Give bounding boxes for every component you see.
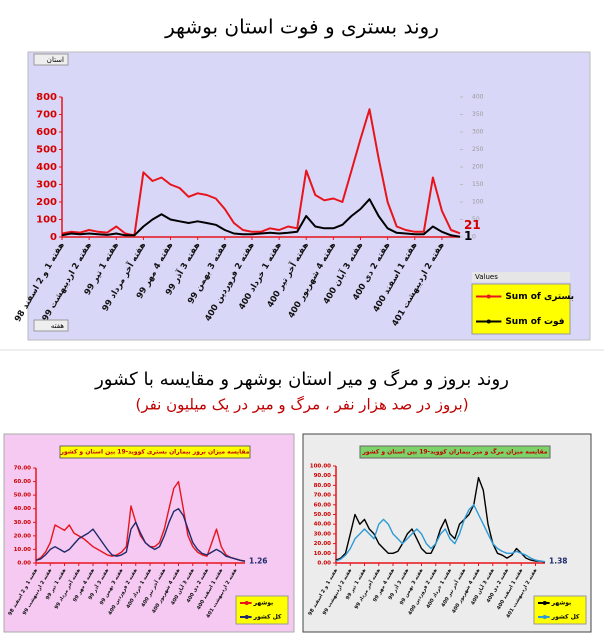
y-tick-label: 30.00 <box>314 531 332 537</box>
y-tick-label: 100 <box>36 215 57 226</box>
y-tick-label: 20.00 <box>14 533 32 539</box>
y-tick-label: 10.00 <box>14 547 32 553</box>
y-tick-label: 30.00 <box>14 520 32 526</box>
series-line <box>61 108 461 237</box>
x-axis-label: هفته <box>51 322 64 330</box>
legend-dot <box>542 615 547 619</box>
y-tick-label: 700 <box>36 110 57 121</box>
y-tick-label: 0.00 <box>317 561 331 567</box>
y-tick-label: 70.00 <box>14 466 32 472</box>
y2-tick-label: 200 <box>472 164 484 171</box>
y2-tick-label: 350 <box>472 111 484 118</box>
legend-dot <box>486 294 491 299</box>
page-title: روند بستری و فوت استان بوشهر <box>164 15 439 39</box>
y-tick-label: 50.00 <box>14 493 32 499</box>
y-tick-label: 80.00 <box>314 483 332 489</box>
legend-label: بوشهر <box>551 600 572 607</box>
chart-title-bg <box>359 445 551 459</box>
x-axis-button <box>33 319 69 332</box>
y2-tick-label: 100 <box>472 199 484 206</box>
y-tick-label: 40.00 <box>314 522 332 528</box>
chart-title: مقایسه میزان بروز بیماران بستری کووید-19… <box>60 449 250 456</box>
legend-dot <box>542 601 547 605</box>
y-tick-label: 50.00 <box>314 512 332 518</box>
y-tick-label: 40.00 <box>14 506 32 512</box>
legend-label: کل کشور <box>551 614 580 621</box>
legend-label: Sum of بستری <box>505 292 574 302</box>
legend-dot <box>244 615 249 619</box>
y-tick-label: 500 <box>36 145 57 156</box>
legend-label: کل کشور <box>253 614 282 621</box>
y2-tick-label: 400 <box>472 94 484 101</box>
end-label: 1.38 <box>549 557 568 566</box>
chart-title-bg <box>59 445 251 459</box>
y2-tick-label: 300 <box>472 129 484 136</box>
y-tick-label: 10.00 <box>314 551 332 557</box>
section-title: روند بروز و مرگ و میر استان بوشهر و مقای… <box>94 369 509 390</box>
y2-tick-label: 50 <box>472 216 480 223</box>
y-tick-label: 70.00 <box>314 493 332 499</box>
section-subtitle: (بروز در صد هزار نفر ، مرگ و میر در یک م… <box>135 396 468 414</box>
y-tick-label: 400 <box>36 162 57 173</box>
series-line <box>335 504 546 563</box>
legend-dot <box>244 601 249 605</box>
series-line <box>335 476 546 563</box>
y-tick-label: 0 <box>50 232 57 243</box>
y2-tick-label: 150 <box>472 181 484 188</box>
y-tick-label: 300 <box>36 180 57 191</box>
end-label: 21 <box>464 218 481 232</box>
series-line <box>35 508 246 562</box>
filter-label: استان <box>47 56 64 64</box>
legend-bg <box>533 595 587 625</box>
legend-label: Sum of فوت <box>505 317 564 327</box>
y-tick-label: 100.00 <box>310 464 331 470</box>
y-tick-label: 800 <box>36 92 57 103</box>
y-tick-label: 90.00 <box>314 473 332 479</box>
chart-title: مقایسه میزان مرگ و میر بیماران کووید-19 … <box>361 448 547 456</box>
legend-label: بوشهر <box>253 600 274 607</box>
series-line <box>61 198 461 238</box>
legend-dot <box>486 319 491 324</box>
y2-tick-label: 250 <box>472 146 484 153</box>
end-label: 1.26 <box>249 556 268 565</box>
y-tick-label: 0.00 <box>17 561 31 567</box>
legend-bg <box>235 595 289 625</box>
y-tick-label: 20.00 <box>314 541 332 547</box>
legend-title: Values <box>475 273 498 281</box>
legend-title-bg <box>472 272 570 282</box>
y-tick-label: 600 <box>36 127 57 138</box>
y-tick-label: 200 <box>36 197 57 208</box>
series-line <box>35 480 246 562</box>
y-tick-label: 60.00 <box>314 502 332 508</box>
y2-tick-label: 0 <box>472 234 476 241</box>
legend-bg <box>471 283 571 335</box>
end-label: 1 <box>464 229 472 243</box>
filter-button <box>33 53 69 66</box>
y-tick-label: 60.00 <box>14 479 32 485</box>
